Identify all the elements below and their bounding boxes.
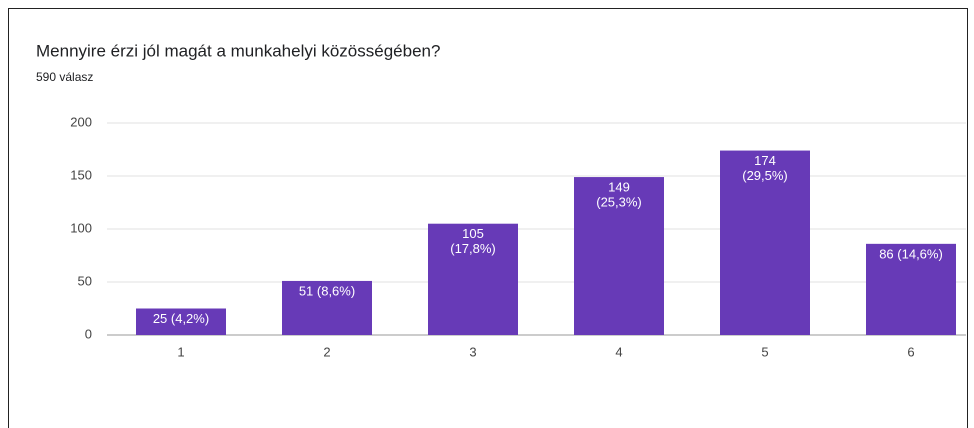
data-label: 25 (4,2%): [153, 311, 209, 326]
y-tick-label: 0: [85, 326, 92, 341]
chart-subtitle: 590 válasz: [36, 70, 93, 84]
data-label: (17,8%): [450, 241, 496, 256]
y-tick-label: 150: [70, 167, 92, 182]
x-tick-label: 4: [615, 344, 622, 359]
data-label: 105: [462, 226, 484, 241]
data-label: 149: [608, 179, 630, 194]
x-tick-label: 3: [469, 344, 476, 359]
bar: [282, 280, 372, 335]
x-tick-label: 2: [323, 344, 330, 359]
x-tick-label: 5: [761, 344, 768, 359]
frame: [8, 8, 968, 428]
bar: [574, 177, 664, 335]
data-label: 51 (8,6%): [299, 283, 355, 298]
chart-title: Mennyire érzi jól magát a munkahelyi köz…: [36, 41, 440, 60]
data-label: 174: [754, 153, 776, 168]
y-tick-label: 50: [78, 273, 92, 288]
y-tick-label: 200: [70, 114, 92, 129]
y-tick-label: 100: [70, 220, 92, 235]
x-tick-label: 1: [177, 344, 184, 359]
data-label: 86 (14,6%): [879, 246, 943, 261]
data-label: (25,3%): [596, 194, 642, 209]
data-label: (29,5%): [742, 168, 788, 183]
x-tick-label: 6: [907, 344, 914, 359]
bar: [720, 150, 810, 335]
bar: [136, 308, 226, 335]
bar: [428, 223, 518, 335]
bar: [866, 243, 956, 335]
